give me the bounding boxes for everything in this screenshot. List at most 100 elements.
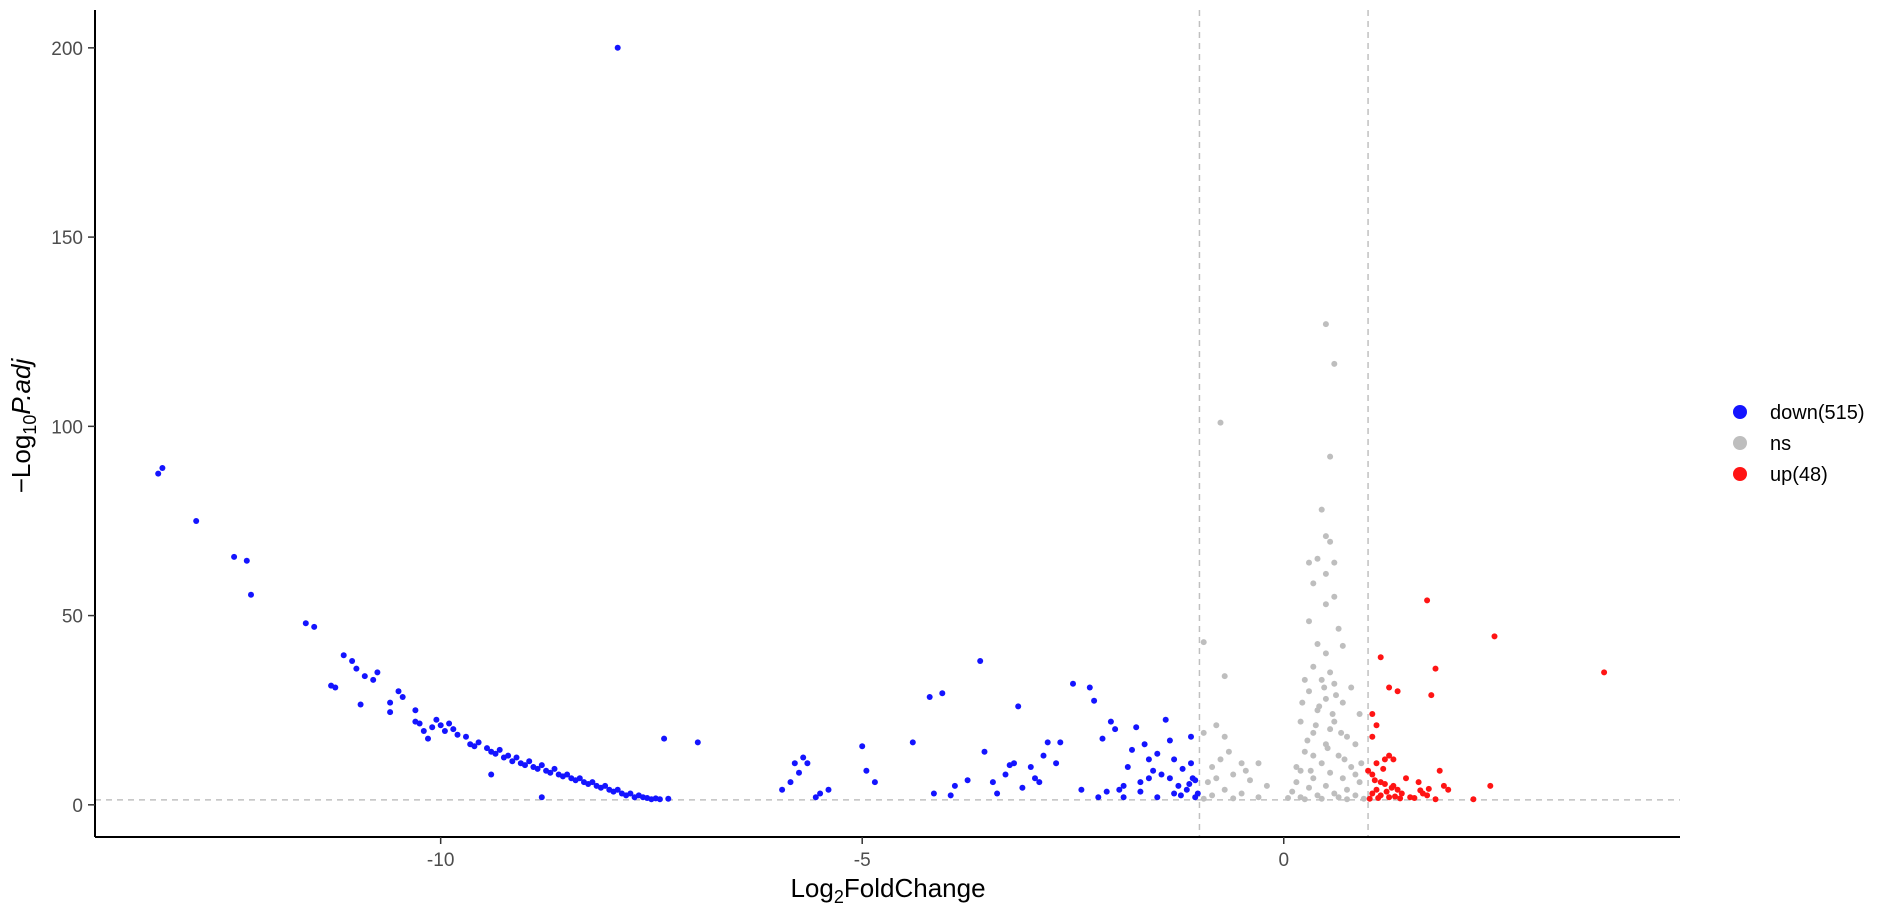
data-point [412, 707, 419, 714]
legend-label-down: down(515) [1770, 402, 1865, 424]
series-1 [1200, 321, 1367, 803]
data-point [1411, 795, 1418, 801]
data-point [1398, 790, 1405, 797]
data-point [1112, 726, 1119, 733]
data-point [454, 731, 461, 738]
data-point [977, 658, 984, 664]
data-point [1192, 794, 1199, 801]
data-point [1327, 669, 1334, 676]
data-point [1432, 796, 1439, 803]
data-point [1445, 786, 1452, 793]
data-point [446, 720, 453, 727]
legend: down(515) ns up(48) [1733, 402, 1865, 486]
data-point [311, 623, 318, 630]
data-point [1032, 775, 1038, 782]
data-point [340, 652, 347, 659]
data-point [1425, 785, 1432, 792]
data-point [1318, 795, 1325, 802]
data-point [1299, 699, 1306, 706]
data-point [1186, 781, 1193, 787]
data-point [1318, 760, 1325, 767]
data-point [1133, 724, 1140, 731]
data-point [475, 739, 482, 746]
data-point [1324, 745, 1331, 752]
data-point [463, 733, 469, 740]
data-point [361, 673, 368, 680]
data-point [1310, 580, 1317, 587]
data-point [656, 796, 663, 803]
data-point [1329, 711, 1336, 717]
data-point [1204, 779, 1211, 786]
data-point [1356, 779, 1363, 786]
data-point [1380, 765, 1387, 772]
data-point [1322, 782, 1329, 789]
data-point [374, 669, 381, 676]
data-point [1312, 722, 1319, 729]
data-point [661, 735, 668, 742]
data-point [1238, 760, 1245, 767]
data-point [496, 746, 503, 753]
data-point [1394, 786, 1401, 793]
data-point [1015, 703, 1022, 710]
data-point [1381, 756, 1388, 763]
data-point [1322, 601, 1329, 608]
data-point [1238, 790, 1245, 797]
data-point [1175, 782, 1182, 789]
data-point [1403, 775, 1409, 782]
data-point [1331, 790, 1338, 797]
data-point [1103, 788, 1110, 795]
data-point [951, 782, 958, 789]
data-point [1424, 792, 1431, 799]
legend-label-ns: ns [1770, 433, 1791, 455]
data-point [1356, 711, 1363, 717]
data-point [1322, 321, 1329, 328]
data-point [1371, 777, 1378, 784]
data-point [1327, 726, 1334, 733]
data-point [1221, 786, 1228, 793]
x-axis-title: Log2FoldChange [790, 873, 985, 904]
data-point [1360, 795, 1367, 802]
data-point [1091, 697, 1098, 704]
x-tick-label: -5 [854, 850, 871, 871]
data-point [1209, 792, 1216, 799]
data-point [1154, 750, 1161, 757]
data-point [522, 762, 528, 769]
data-point [1388, 784, 1395, 791]
y-tick-label: 150 [51, 228, 83, 249]
data-point [796, 769, 802, 776]
data-point [800, 754, 807, 761]
data-point [387, 699, 394, 706]
data-point [399, 694, 406, 700]
data-point [488, 771, 495, 778]
data-point [589, 779, 596, 786]
legend-label-up: up(48) [1770, 464, 1828, 486]
data-point [1341, 756, 1348, 763]
data-point [871, 779, 878, 786]
data-point [1335, 752, 1342, 759]
data-point [1306, 559, 1312, 566]
data-point [812, 794, 819, 801]
y-tick-label: 50 [62, 607, 83, 628]
data-point [576, 775, 583, 782]
data-point [1318, 506, 1325, 513]
data-point [859, 743, 866, 750]
data-point [1331, 718, 1338, 725]
data-point [441, 728, 448, 734]
data-point [416, 720, 423, 727]
data-point [1440, 782, 1447, 789]
data-point [1397, 795, 1404, 802]
data-point [779, 786, 786, 793]
data-point [1470, 796, 1477, 803]
data-point [357, 701, 364, 708]
data-point [909, 739, 916, 746]
data-point [1053, 760, 1060, 767]
threshold-lines [95, 10, 1680, 837]
data-point [665, 795, 672, 802]
data-point [1310, 752, 1317, 759]
legend-key-up [1733, 467, 1747, 481]
data-point [353, 665, 360, 672]
data-point [547, 769, 554, 776]
data-point [964, 777, 971, 784]
series-0 [155, 44, 1201, 803]
data-point [1352, 792, 1359, 799]
